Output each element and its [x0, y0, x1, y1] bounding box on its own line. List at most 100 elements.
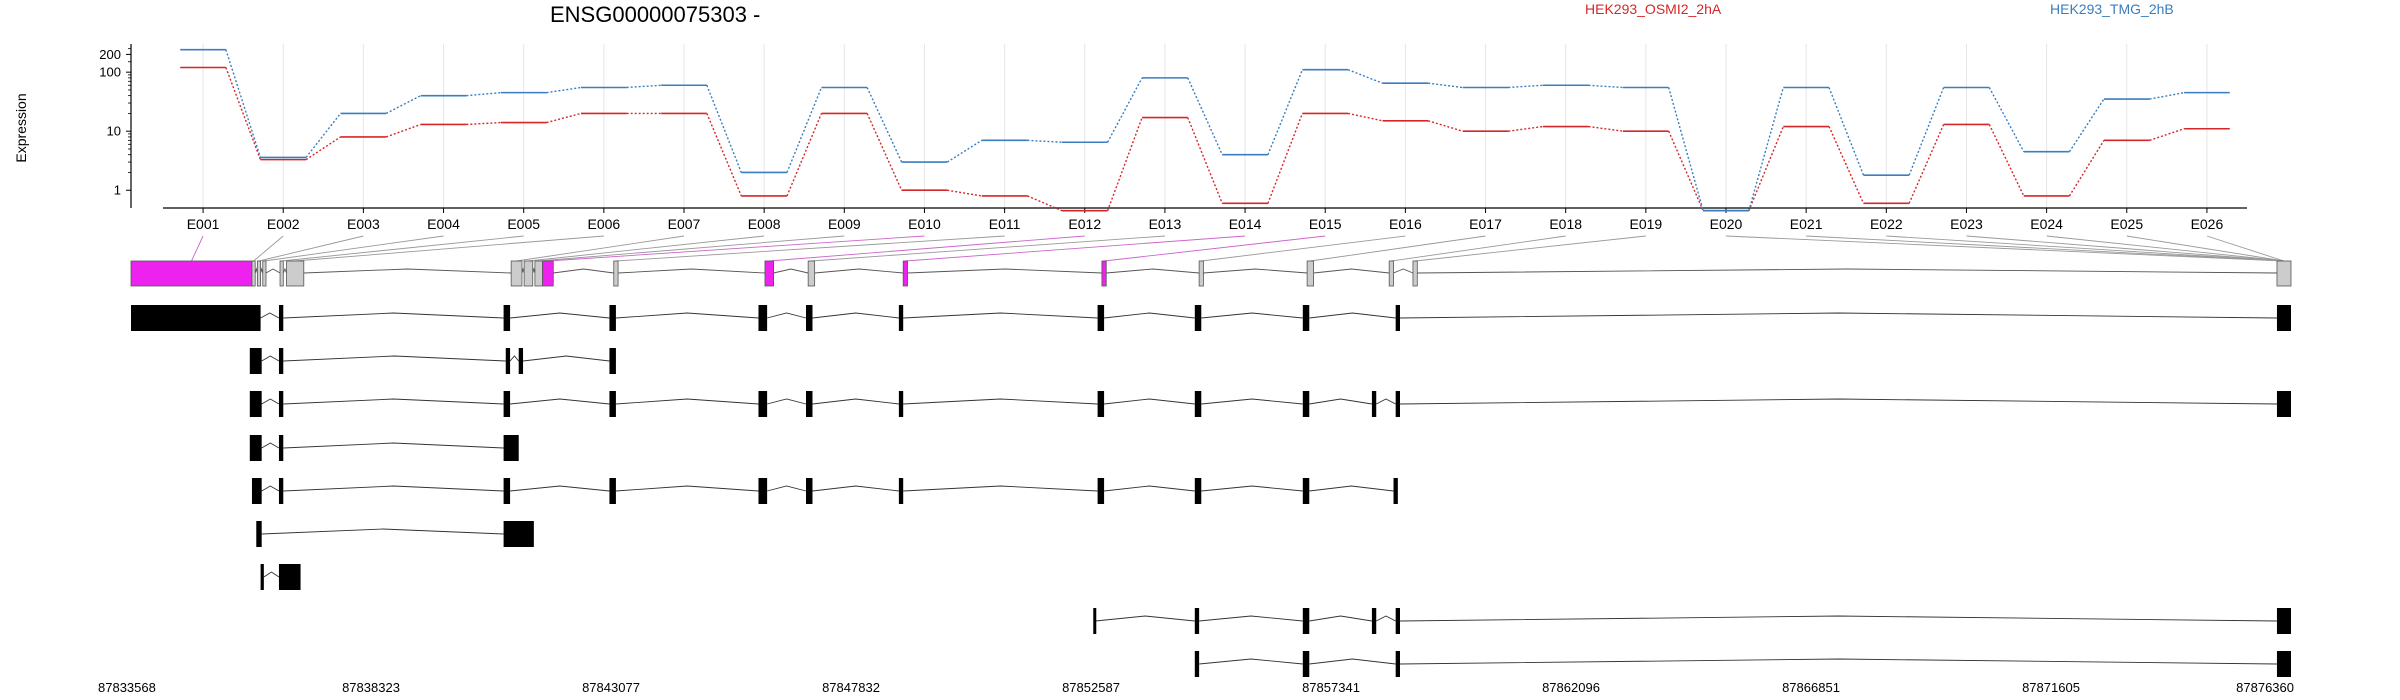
- transcript-exon: [1302, 305, 1310, 331]
- series-connector: [305, 136, 341, 161]
- transcript-exon: [1395, 651, 1400, 677]
- transcript-exon: [278, 564, 301, 590]
- transcript-intron: [767, 485, 807, 492]
- exon-labels: E001 E002 E003 E004 E005 E006 E007 E008 E009 E010…: [187, 216, 2224, 232]
- transcript-intron: [1201, 398, 1303, 405]
- series-connector: [1508, 125, 1543, 132]
- transcript-exon: [806, 305, 813, 331]
- series-connector: [866, 87, 903, 163]
- series-lines: [180, 48, 2230, 212]
- exon-label: E007: [668, 216, 701, 232]
- transcript-exon: [503, 435, 519, 461]
- transcript-exon: [1097, 391, 1105, 417]
- transcript-intron: [283, 355, 506, 362]
- transcript-row: [249, 348, 616, 374]
- transcript-intron: [1399, 312, 2277, 319]
- exon-label: E008: [748, 216, 781, 232]
- series-connector: [385, 95, 422, 115]
- transcript-exon: [2276, 608, 2291, 634]
- gene-exon: [286, 260, 305, 287]
- transcript-intron: [1309, 615, 1372, 622]
- transcript-intron: [1309, 485, 1394, 492]
- exon-label: E016: [1389, 216, 1422, 232]
- exon-connectors: [191, 235, 2285, 262]
- transcript-row: [249, 391, 2291, 417]
- transcript-exon: [1194, 478, 1202, 504]
- exon-connector: [905, 235, 1246, 262]
- series-connector: [2149, 128, 2185, 142]
- exon-label: E023: [1950, 216, 1983, 232]
- exon-connector: [1310, 235, 1486, 262]
- series-connector: [1588, 84, 1624, 89]
- transcript-intron: [812, 398, 899, 405]
- coordinate-label: 87857341: [1302, 680, 1360, 695]
- series-connector: [225, 49, 262, 158]
- series-connector: [1428, 82, 1463, 89]
- transcript-exon: [251, 478, 262, 504]
- transcript-exon: [1194, 391, 1202, 417]
- series-connector: [1347, 112, 1383, 122]
- transcript-intron: [1399, 398, 2277, 405]
- exon-connector: [1886, 235, 2285, 262]
- transcript-intron: [1201, 312, 1303, 319]
- series-connector: [946, 139, 983, 163]
- transcript-intron: [510, 485, 610, 492]
- y-tick-label: 10: [107, 124, 121, 139]
- y-tick-label: 1: [114, 183, 121, 198]
- intron-line: [1203, 268, 1308, 274]
- transcript-exon: [758, 478, 768, 504]
- intron-line: [814, 268, 904, 274]
- gene-exon: [262, 260, 267, 287]
- transcript-exon: [249, 348, 262, 374]
- exon-label: E026: [2191, 216, 2224, 232]
- transcript-intron: [509, 355, 520, 362]
- exon-connector: [1201, 235, 1406, 262]
- transcript-exon: [518, 348, 524, 374]
- transcript-exon: [1093, 608, 1097, 634]
- transcript-exon: [609, 391, 616, 417]
- transcript-intron: [1095, 615, 1195, 622]
- transcript-intron: [903, 398, 1098, 405]
- gene-exon: [279, 260, 284, 287]
- y-tick-label: 200: [99, 47, 121, 62]
- transcript-intron: [263, 571, 280, 578]
- transcript-exon: [609, 305, 616, 331]
- series-connector: [2149, 91, 2185, 100]
- exon-connector: [253, 235, 284, 262]
- exon-connector: [1104, 235, 1326, 262]
- transcript-intron: [261, 398, 280, 405]
- exon-label: E017: [1469, 216, 1502, 232]
- transcript-exon: [758, 391, 768, 417]
- transcript-exon: [806, 478, 813, 504]
- series-2: [180, 48, 2230, 212]
- exon-connector: [1415, 235, 1646, 262]
- intron-line: [773, 268, 809, 274]
- transcript-row: [249, 435, 519, 461]
- exon-connector: [538, 235, 845, 262]
- exon-connector: [615, 235, 1005, 262]
- exon-label: E012: [1068, 216, 1101, 232]
- transcript-exon: [1371, 608, 1377, 634]
- series-connector: [706, 85, 742, 173]
- intron-line: [1106, 268, 1200, 274]
- coordinate-label: 87847832: [822, 680, 880, 695]
- transcript-intron: [1199, 615, 1303, 622]
- series-connector: [786, 113, 823, 197]
- coordinate-label: 87852587: [1062, 680, 1120, 695]
- chart-title: ENSG00000075303 -: [550, 2, 760, 27]
- transcript-intron: [1399, 615, 2277, 622]
- exon-label: E006: [587, 216, 620, 232]
- series-connector: [1988, 124, 2025, 197]
- transcript-intron: [1376, 615, 1396, 622]
- series-connector: [1187, 117, 1223, 204]
- gene-exon: [1198, 260, 1204, 287]
- series-connector: [2068, 98, 2105, 153]
- series-connector: [1027, 139, 1062, 143]
- exon-label: E002: [267, 216, 300, 232]
- y-axis-label: Expression: [13, 93, 29, 162]
- exon-label: E024: [2030, 216, 2063, 232]
- intron-line: [282, 267, 287, 274]
- intron-line: [1313, 268, 1390, 274]
- series-connector: [1988, 87, 2025, 153]
